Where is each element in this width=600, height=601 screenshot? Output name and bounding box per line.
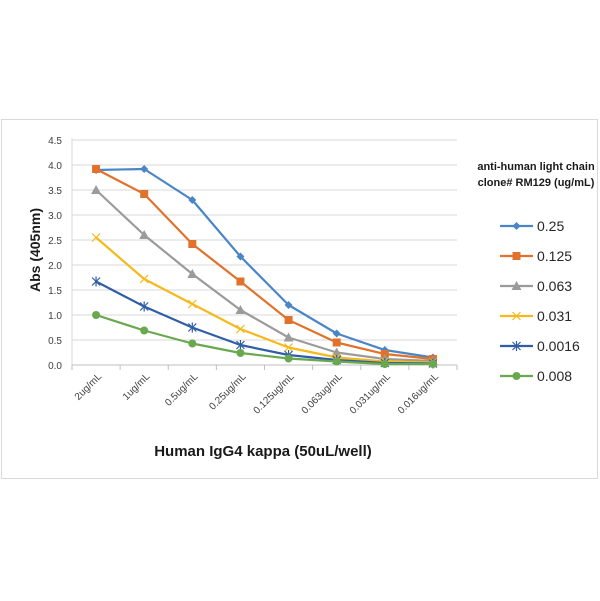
circle-marker-icon xyxy=(236,349,245,357)
x-marker-icon xyxy=(91,233,101,242)
x-marker-icon xyxy=(512,311,521,321)
y-tick-label: 1.0 xyxy=(48,311,62,322)
x-tick-label: 0.031ug/mL xyxy=(348,371,393,416)
star-marker-icon xyxy=(187,322,197,333)
legend-label: 0.25 xyxy=(537,218,564,234)
triangle-marker-icon xyxy=(511,281,522,290)
legend: anti-human light chain clone# RM129 (ug/… xyxy=(477,161,595,384)
x-tick-label: 0.063ug/mL xyxy=(300,371,345,416)
circle-marker-icon xyxy=(512,372,521,380)
legend-item: 0.125 xyxy=(500,248,572,264)
diamond-marker-icon xyxy=(284,301,293,309)
y-tick-label: 2.0 xyxy=(48,261,62,272)
triangle-marker-icon xyxy=(187,269,198,278)
diamond-marker-icon xyxy=(188,196,197,204)
y-tick-label: 0.0 xyxy=(48,361,62,372)
triangle-marker-icon xyxy=(91,185,102,194)
circle-marker-icon xyxy=(92,311,101,319)
star-marker-icon xyxy=(512,341,521,351)
x-marker-icon xyxy=(187,299,197,309)
square-marker-icon xyxy=(188,240,197,248)
legend-item: 0.031 xyxy=(500,308,572,324)
circle-marker-icon xyxy=(428,360,437,368)
gridlines xyxy=(71,138,457,365)
square-marker-icon xyxy=(332,338,341,347)
legend-title-line2: clone# RM129 (ug/mL) xyxy=(478,177,595,189)
legend-item: 0.0016 xyxy=(500,338,580,354)
series-0.008 xyxy=(92,311,437,368)
x-tick-label: 2ug/mL xyxy=(73,371,105,403)
square-marker-icon xyxy=(284,316,293,324)
y-tick-label: 4.5 xyxy=(48,136,62,147)
star-marker-icon xyxy=(236,340,245,350)
square-marker-icon xyxy=(512,252,521,260)
x-marker-icon xyxy=(284,343,293,352)
chart-frame xyxy=(1,119,598,479)
circle-marker-icon xyxy=(140,326,149,335)
triangle-marker-icon xyxy=(139,230,150,239)
x-tick-label: 0.016ug/mL xyxy=(396,371,441,416)
circle-marker-icon xyxy=(380,360,389,368)
circle-marker-icon xyxy=(284,354,293,363)
y-tick-label: 4.0 xyxy=(48,161,62,172)
x-tick-label: 1ug/mL xyxy=(121,371,153,403)
y-tick-label: 1.5 xyxy=(48,286,62,297)
circle-marker-icon xyxy=(188,339,197,348)
diamond-marker-icon xyxy=(332,329,341,338)
star-marker-icon xyxy=(139,301,149,312)
triangle-marker-icon xyxy=(235,305,246,314)
diamond-marker-icon xyxy=(512,222,521,230)
x-axis-label: Human IgG4 kappa (50uL/well) xyxy=(154,443,372,460)
diamond-marker-icon xyxy=(140,165,149,173)
legend-title-line1: anti-human light chain xyxy=(477,161,595,173)
x-tick-label: 0.5ug/mL xyxy=(163,371,201,409)
data-series xyxy=(91,165,438,369)
square-marker-icon xyxy=(140,190,149,198)
legend-label: 0.063 xyxy=(537,278,572,294)
x-axis: 2ug/mL 1ug/mL 0.5ug/mL 0.25ug/mL 0.125ug/mL 0… xyxy=(71,364,458,416)
y-axis-label: Abs (405nm) xyxy=(27,208,43,292)
diamond-marker-icon xyxy=(236,252,245,261)
legend-label: 0.008 xyxy=(537,368,572,384)
y-tick-label: 3.5 xyxy=(48,186,62,197)
legend-label: 0.031 xyxy=(537,308,572,324)
square-marker-icon xyxy=(92,165,101,173)
star-marker-icon xyxy=(91,276,101,287)
x-marker-icon xyxy=(236,324,245,334)
triangle-marker-icon xyxy=(283,332,294,342)
legend-item: 0.25 xyxy=(500,218,564,234)
y-tick-label: 3.0 xyxy=(48,211,62,222)
square-marker-icon xyxy=(236,277,245,286)
circle-marker-icon xyxy=(332,357,341,366)
y-tick-label: 2.5 xyxy=(48,236,62,247)
legend-item: 0.008 xyxy=(500,368,572,384)
legend-label: 0.125 xyxy=(537,248,572,264)
legend-label: 0.0016 xyxy=(537,338,580,354)
x-marker-icon xyxy=(139,274,149,284)
x-tick-label: 0.25ug/mL xyxy=(207,371,249,413)
y-axis-ticks: 0.0 0.5 1.0 1.5 2.0 2.5 3.0 3.5 4.0 4.5 xyxy=(48,136,62,372)
x-tick-label: 0.125ug/mL xyxy=(252,371,297,416)
y-tick-label: 0.5 xyxy=(48,336,62,347)
legend-item: 0.063 xyxy=(500,278,572,294)
